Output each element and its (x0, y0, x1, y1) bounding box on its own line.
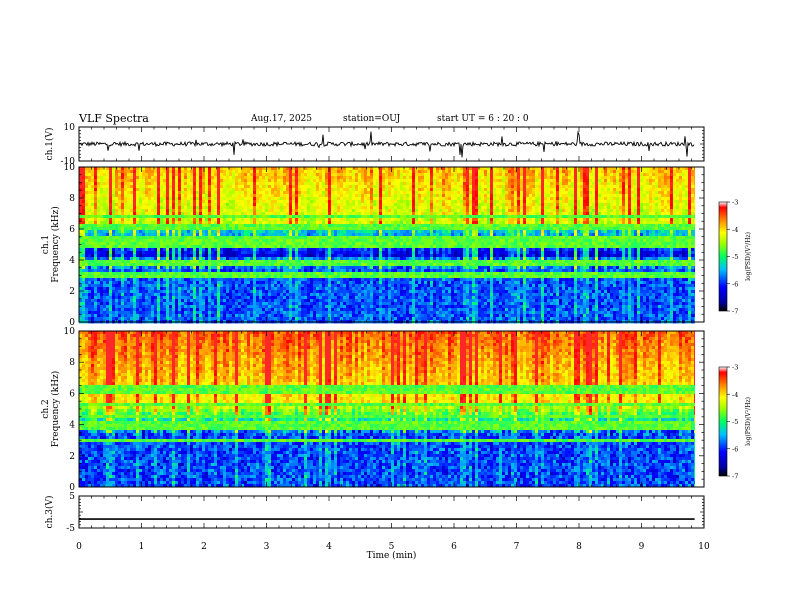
y-tick-label: -5 (66, 524, 75, 534)
y-axis-label-frequency: Frequency (kHz) (50, 371, 61, 448)
y-tick-label: 0 (69, 483, 75, 493)
y-axis-label-channel: ch.1 (41, 235, 51, 254)
colorbar-label: log(PSD)(V²/Hz) (745, 397, 752, 446)
colorbar-tick-label: -7 (732, 308, 738, 316)
y-tick-label: 8 (69, 358, 75, 368)
colorbar-1 (718, 201, 728, 312)
y-tick-label: 0 (69, 318, 75, 328)
x-tick-label: 10 (698, 542, 710, 552)
start-time-label: start UT = 6 : 20 : 0 (437, 114, 529, 124)
x-tick-label: 0 (76, 542, 82, 552)
y-tick-label: 4 (69, 421, 75, 431)
y-tick-label: 6 (69, 389, 75, 399)
y-tick-label: 5 (69, 492, 75, 502)
x-tick-label: 7 (514, 542, 520, 552)
x-axis-label: Time (min) (367, 550, 417, 561)
colorbar-tick-label: -7 (732, 473, 738, 481)
colorbar-tick-label: -6 (732, 445, 738, 453)
y-tick-label: 10 (64, 123, 76, 133)
colorbar-tick-label: -3 (732, 364, 738, 372)
colorbar-tick-label: -4 (732, 226, 738, 234)
station-label: station=OUJ (343, 114, 400, 124)
y-axis-label-frequency: Frequency (kHz) (50, 206, 61, 283)
colorbar-tick-label: -6 (732, 280, 738, 288)
y-axis-label: ch.1(V) (44, 128, 55, 161)
x-tick-label: 4 (326, 542, 332, 552)
y-tick-label: 10 (64, 327, 76, 337)
x-tick-label: 5 (389, 542, 395, 552)
y-tick-label: -10 (61, 157, 76, 167)
y-tick-label: 10 (64, 163, 76, 173)
y-tick-label: 8 (69, 194, 75, 204)
ch1-waveform-trace (78, 130, 695, 158)
figure-title: VLF Spectra (79, 112, 149, 125)
y-axis-label: ch.3(V) (44, 496, 55, 529)
colorbar-tick-label: -5 (732, 253, 738, 261)
x-tick-label: 3 (264, 542, 270, 552)
ch2-spectrogram-image (79, 331, 696, 488)
x-tick-label: 1 (139, 542, 145, 552)
y-tick-label: 4 (69, 256, 75, 266)
x-tick-label: 8 (576, 542, 582, 552)
x-tick-label: 6 (451, 542, 457, 552)
x-tick-label: 9 (639, 542, 645, 552)
colorbar-tick-label: -5 (732, 418, 738, 426)
y-tick-label: 2 (69, 287, 75, 297)
y-tick-label: 2 (69, 452, 75, 462)
y-axis-label-channel: ch.2 (41, 399, 51, 418)
colorbar-label: log(PSD)(V²/Hz) (745, 232, 752, 281)
date-label: Aug.17, 2025 (251, 114, 312, 124)
ch1-spectrogram-image (79, 167, 696, 324)
y-tick-label: 6 (69, 225, 75, 235)
colorbar-tick-label: -3 (732, 199, 738, 207)
x-tick-label: 2 (201, 542, 207, 552)
colorbar-2 (718, 366, 728, 477)
colorbar-tick-label: -4 (732, 391, 738, 399)
